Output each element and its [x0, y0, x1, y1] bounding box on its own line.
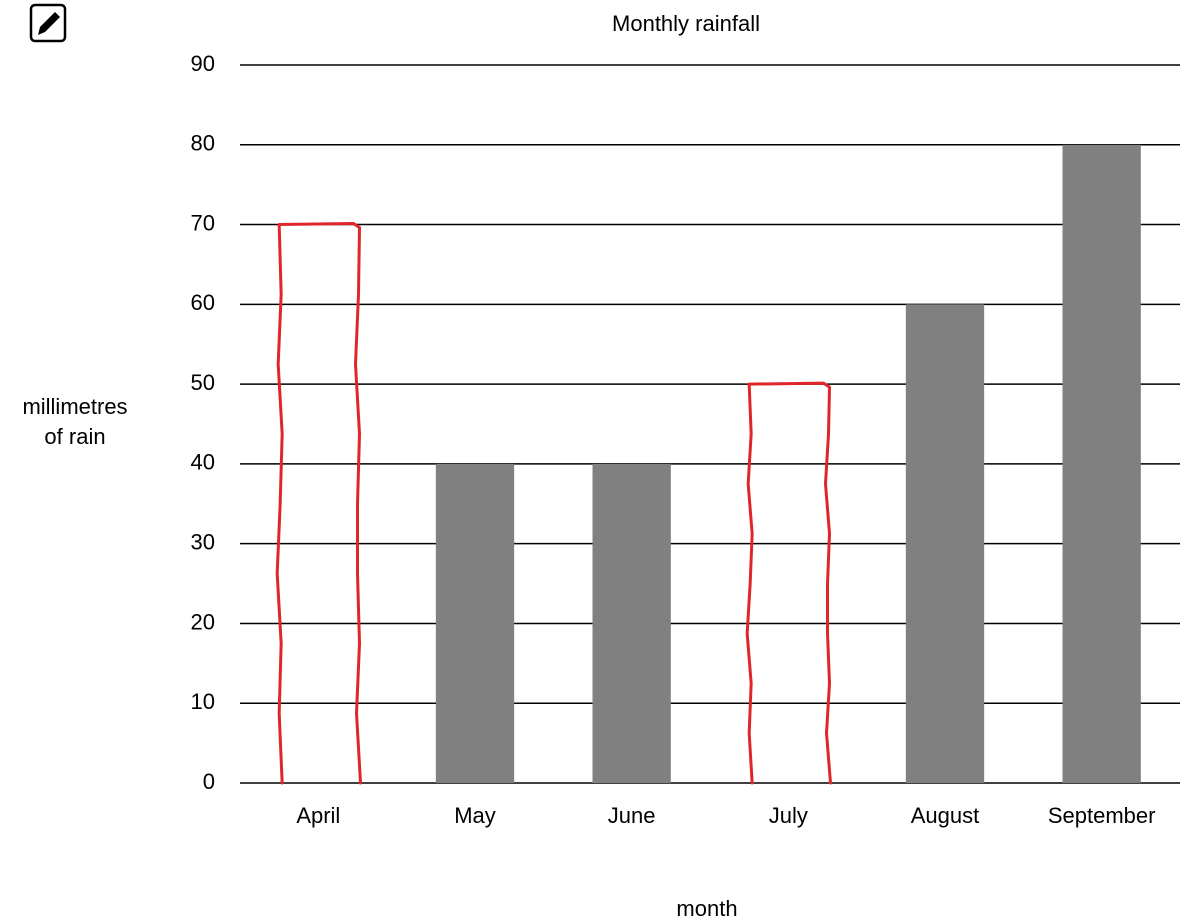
bar: [905, 304, 985, 783]
x-tick-label: June: [608, 803, 656, 828]
y-tick-label: 60: [191, 290, 215, 315]
y-tick-label: 80: [191, 131, 215, 156]
y-axis-label: of rain: [44, 424, 105, 449]
y-tick-label: 70: [191, 210, 215, 235]
x-tick-label: May: [454, 803, 496, 828]
y-axis-label: millimetres: [22, 394, 127, 419]
x-tick-label: August: [911, 803, 980, 828]
x-tick-label: July: [769, 803, 808, 828]
x-axis-label: month: [676, 896, 737, 921]
y-tick-label: 10: [191, 689, 215, 714]
y-tick-label: 20: [191, 609, 215, 634]
pencil-icon[interactable]: [29, 3, 67, 43]
y-tick-label: 0: [203, 769, 215, 794]
bar: [435, 463, 515, 783]
bar: [745, 381, 832, 785]
x-tick-label: April: [296, 803, 340, 828]
bar: [592, 463, 671, 783]
chart-title: Monthly rainfall: [612, 11, 760, 36]
bar: [1062, 144, 1141, 783]
y-tick-label: 90: [191, 51, 215, 76]
x-tick-label: September: [1048, 803, 1156, 828]
y-tick-label: 40: [191, 450, 215, 475]
y-tick-label: 30: [191, 529, 215, 554]
icon-pencil: [38, 12, 60, 35]
bar: [275, 222, 362, 785]
y-tick-label: 50: [191, 370, 215, 395]
